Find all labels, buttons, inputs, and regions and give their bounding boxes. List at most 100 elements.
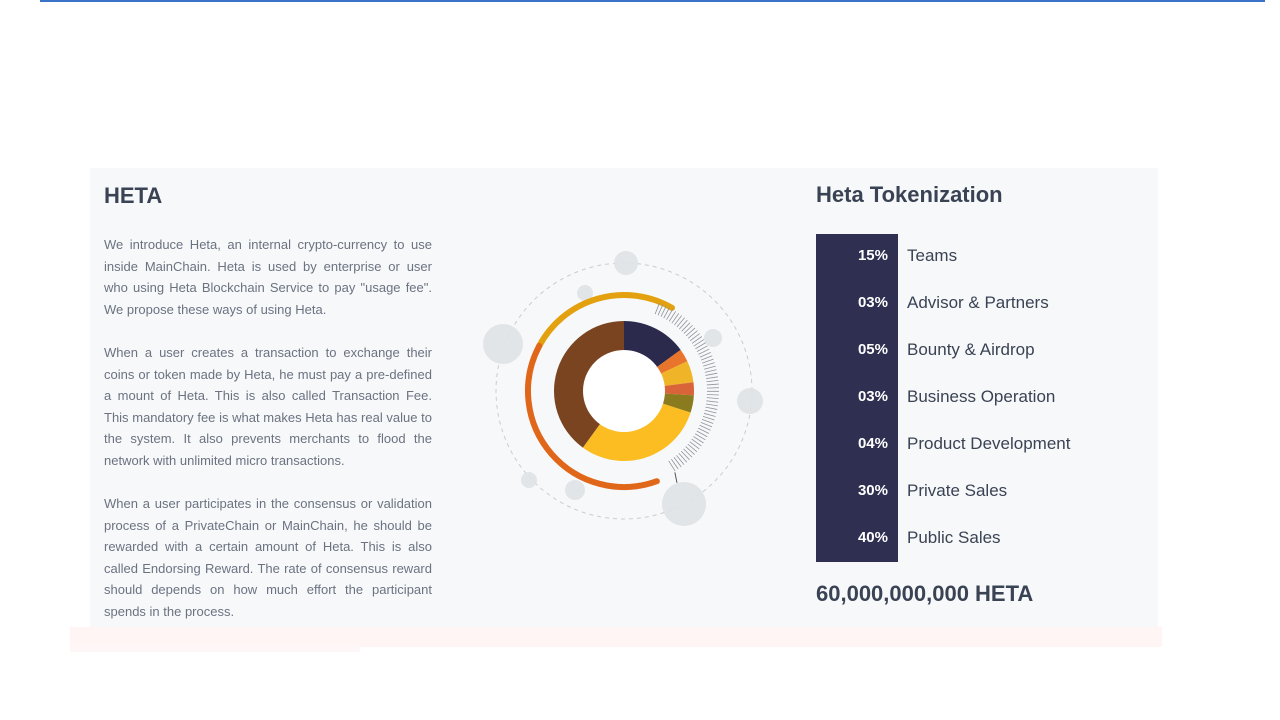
tick-mark bbox=[704, 369, 717, 373]
tick-mark bbox=[698, 348, 710, 355]
decor-bubble bbox=[521, 472, 537, 488]
tick-mark bbox=[699, 424, 711, 431]
heta-paragraph-3: When a user participates in the consensu… bbox=[104, 496, 432, 619]
tick-mark bbox=[701, 419, 714, 424]
tick-mark bbox=[676, 317, 685, 328]
tick-mark bbox=[695, 342, 706, 350]
tick-mark bbox=[689, 441, 700, 450]
tick-mark bbox=[681, 322, 691, 332]
tick-mark bbox=[668, 311, 677, 322]
decor-bubble bbox=[565, 480, 585, 500]
total-supply: 60,000,000,000 HETA bbox=[816, 581, 1034, 606]
tick-pointer bbox=[674, 472, 678, 483]
tick-mark bbox=[696, 345, 708, 352]
tick-mark bbox=[705, 372, 718, 376]
tick-mark bbox=[703, 365, 716, 370]
tick-mark bbox=[676, 455, 685, 465]
token-label: Private Sales bbox=[907, 481, 1008, 500]
token-percent: 40% bbox=[857, 529, 888, 546]
tick-mark bbox=[683, 324, 693, 334]
chart-decoration bbox=[483, 251, 763, 526]
tick-mark bbox=[706, 380, 719, 383]
tokenization-donut-chart bbox=[483, 251, 763, 526]
orange-arc bbox=[525, 342, 660, 490]
tick-mark bbox=[700, 355, 713, 361]
token-percent: 03% bbox=[857, 388, 888, 405]
tick-mark bbox=[687, 443, 698, 453]
tick-mark bbox=[685, 446, 695, 455]
tick-mark bbox=[654, 302, 660, 315]
token-label: Business Operation bbox=[907, 387, 1056, 406]
token-row-bounty: 05% Bounty & Airdrop bbox=[816, 328, 1116, 375]
percent-column bbox=[816, 234, 898, 562]
tick-mark bbox=[698, 427, 710, 434]
tick-mark bbox=[691, 438, 702, 447]
tick-mark bbox=[668, 460, 676, 472]
token-percent: 30% bbox=[857, 482, 888, 499]
tick-mark bbox=[706, 400, 719, 403]
tick-mark bbox=[680, 450, 690, 461]
decor-bubble bbox=[704, 329, 722, 347]
heta-paragraph-1: We introduce Heta, an internal crypto-cu… bbox=[104, 237, 432, 317]
token-row-public-sales: 40% Public Sales bbox=[816, 516, 1116, 563]
tick-mark bbox=[674, 315, 683, 326]
tick-mark bbox=[700, 421, 713, 428]
tick-mark bbox=[671, 458, 679, 470]
token-row-product: 04% Product Development bbox=[816, 422, 1116, 469]
token-label: Teams bbox=[907, 246, 958, 265]
token-label: Public Sales bbox=[907, 528, 1001, 547]
tick-mark bbox=[693, 339, 705, 347]
tick-mark bbox=[696, 430, 708, 438]
decor-bubble bbox=[483, 324, 523, 364]
tick-mark bbox=[702, 415, 715, 421]
tick-mark bbox=[702, 358, 714, 364]
heta-paragraph-2: When a user creates a transaction to exc… bbox=[104, 345, 432, 468]
decor-bubble bbox=[662, 482, 706, 526]
tick-mark bbox=[703, 412, 716, 417]
token-percent: 04% bbox=[857, 435, 888, 452]
token-row-business: 03% Business Operation bbox=[816, 375, 1116, 422]
tick-mark bbox=[705, 406, 718, 410]
token-percent: 03% bbox=[857, 294, 888, 311]
token-row-private-sales: 30% Private Sales bbox=[816, 469, 1116, 516]
tick-mark bbox=[660, 305, 667, 317]
gold-arc bbox=[536, 292, 675, 349]
tick-mark bbox=[706, 383, 719, 386]
bottom-strip bbox=[70, 627, 1162, 647]
decor-bubble bbox=[614, 251, 638, 275]
token-row-teams: 15% Teams bbox=[816, 234, 1116, 281]
donut-hole bbox=[583, 350, 665, 432]
top-accent-line bbox=[40, 0, 1265, 2]
decor-bubble bbox=[737, 388, 763, 414]
heta-title: HETA bbox=[104, 183, 163, 208]
tick-mark bbox=[687, 330, 698, 339]
tick-mark bbox=[673, 457, 682, 468]
tick-mark bbox=[689, 333, 700, 342]
token-label: Bounty & Airdrop bbox=[907, 340, 1035, 359]
tick-mark bbox=[693, 436, 704, 444]
tick-mark bbox=[683, 448, 693, 458]
tick-mark bbox=[706, 394, 719, 396]
tick-mark bbox=[694, 433, 706, 441]
bottom-strip-lower bbox=[70, 645, 360, 652]
tick-mark bbox=[706, 397, 719, 400]
tick-mark bbox=[678, 452, 688, 463]
tick-mark bbox=[663, 307, 670, 319]
tick-mark bbox=[679, 319, 688, 330]
token-label: Product Development bbox=[907, 434, 1071, 453]
tick-mark bbox=[703, 362, 715, 367]
tick-mark bbox=[666, 309, 673, 320]
tick-mark bbox=[671, 313, 680, 324]
token-percent: 15% bbox=[857, 247, 888, 264]
token-label: Advisor & Partners bbox=[907, 293, 1049, 312]
tick-mark bbox=[706, 376, 718, 379]
decor-bubble bbox=[577, 285, 593, 301]
tick-mark bbox=[705, 403, 718, 407]
tick-mark bbox=[685, 327, 696, 337]
tick-mark bbox=[657, 304, 664, 316]
tick-mark bbox=[704, 409, 717, 414]
tokenization-title: Heta Tokenization bbox=[816, 182, 1003, 207]
tick-mark bbox=[691, 336, 703, 344]
token-percent: 05% bbox=[857, 341, 888, 358]
tick-mark bbox=[699, 351, 711, 358]
